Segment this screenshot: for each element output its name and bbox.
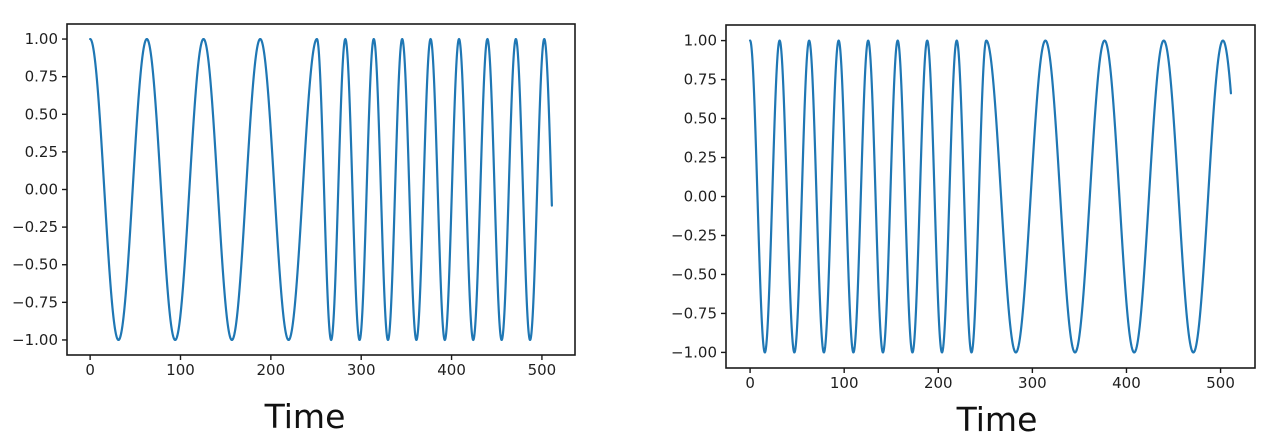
x-tick-label: 0 — [745, 374, 755, 392]
y-tick-label: −1.00 — [671, 343, 717, 361]
y-tick-label: 0.00 — [684, 188, 717, 206]
x-tick-label: 300 — [1018, 374, 1047, 392]
x-tick-label: 400 — [1112, 374, 1141, 392]
x-tick-label: 500 — [1206, 374, 1235, 392]
left-chart-xlabel: Time — [264, 397, 346, 436]
x-tick-label: 400 — [437, 361, 466, 379]
left-chart-x-ticks: 0 100 200 300 400 500 — [85, 355, 556, 379]
y-tick-label: 0.75 — [25, 68, 58, 86]
left-chart-axes: 0 100 200 300 400 500 1.00 0.75 0.50 0.25 0.00 −0.2… — [12, 23, 576, 379]
x-tick-label: 0 — [85, 361, 95, 379]
right-chart-axes: 0 100 200 300 400 500 1.00 0.75 0.50 0.25 0.00 −0.2… — [671, 24, 1256, 392]
x-tick-label: 100 — [166, 361, 195, 379]
right-chart-y-ticks: 1.00 0.75 0.50 0.25 0.00 −0.25 −0.50 −0.75 −1.00 — [671, 32, 726, 361]
y-tick-label: 0.00 — [25, 181, 58, 199]
right-chart-x-ticks: 0 100 200 300 400 500 — [745, 368, 1235, 392]
y-tick-label: −0.50 — [12, 256, 58, 274]
left-chart-plot-border — [66, 23, 576, 356]
x-tick-label: 300 — [347, 361, 376, 379]
y-tick-label: −0.75 — [12, 293, 58, 311]
y-tick-label: 0.25 — [25, 143, 58, 161]
y-tick-label: −0.25 — [12, 218, 58, 236]
left-chart-y-ticks: 1.00 0.75 0.50 0.25 0.00 −0.25 −0.50 −0.75 −1.00 — [12, 30, 67, 349]
y-tick-label: 0.50 — [684, 110, 717, 128]
x-tick-label: 200 — [257, 361, 286, 379]
y-tick-label: 1.00 — [684, 32, 717, 50]
y-tick-label: 0.25 — [684, 149, 717, 167]
y-tick-label: −1.00 — [12, 331, 58, 349]
x-tick-label: 500 — [528, 361, 557, 379]
y-tick-label: −0.50 — [671, 265, 717, 283]
left-chart-line — [89, 37, 553, 342]
y-tick-label: 0.75 — [684, 71, 717, 89]
right-chart-xlabel: Time — [956, 400, 1038, 439]
y-tick-label: 1.00 — [25, 30, 58, 48]
y-tick-label: −0.25 — [671, 226, 717, 244]
y-tick-label: 0.50 — [25, 105, 58, 123]
y-tick-label: −0.75 — [671, 304, 717, 322]
x-tick-label: 100 — [830, 374, 859, 392]
right-chart-line — [748, 39, 1233, 354]
right-chart-plot-border — [725, 24, 1256, 369]
x-tick-label: 200 — [924, 374, 953, 392]
